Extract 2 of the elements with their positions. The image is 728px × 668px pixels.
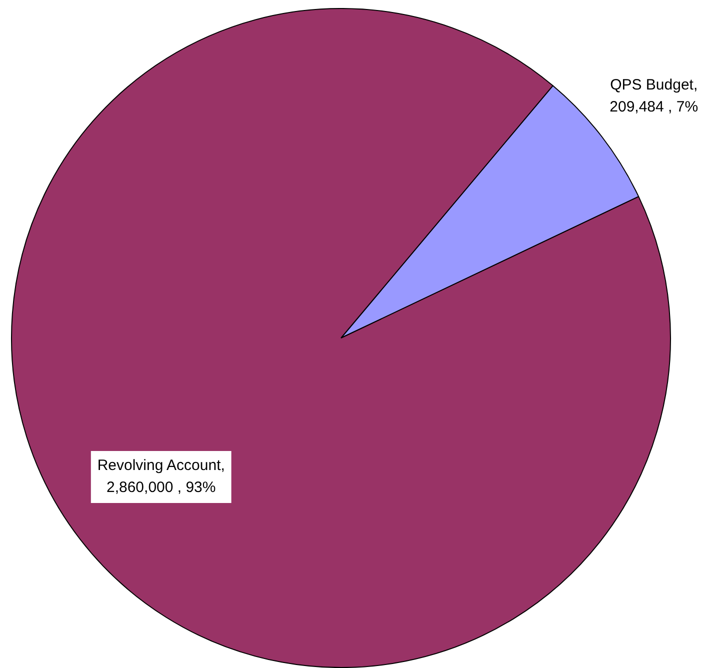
slice-label: Revolving Account, 2,860,000 , 93% [97, 457, 225, 496]
slice-label: QPS Budget, 209,484 , 7% [610, 76, 698, 116]
